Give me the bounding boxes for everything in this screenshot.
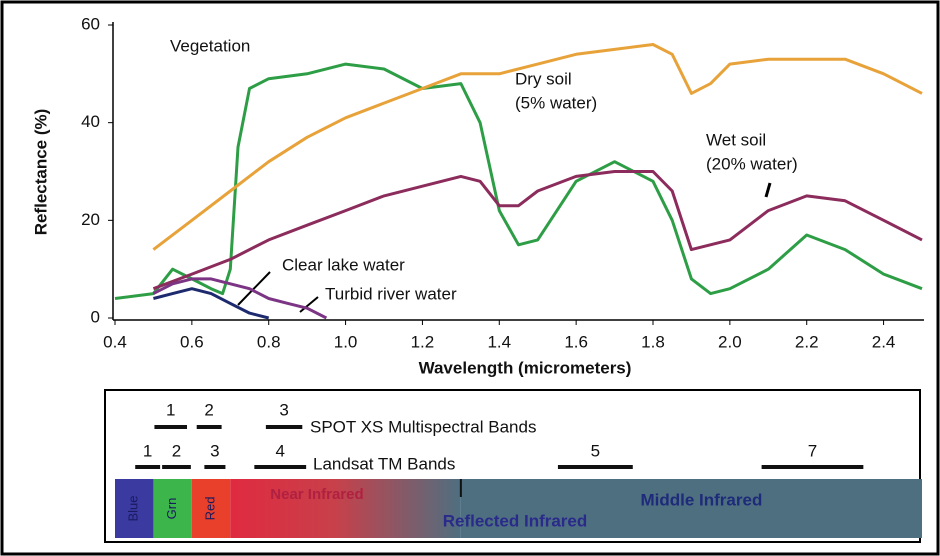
region-label: Blue [126, 495, 141, 521]
region-label: Middle Infrared [640, 490, 762, 509]
band-set-name: Landsat TM Bands [313, 454, 455, 473]
x-tick-label: 2.4 [872, 332, 896, 351]
region [230, 479, 461, 538]
y-tick-label: 0 [91, 307, 100, 326]
band-box [104, 389, 921, 543]
series-note: (20% water) [706, 154, 798, 173]
x-tick-label: 1.2 [411, 332, 435, 351]
series-label: Clear lake water [282, 255, 405, 274]
x-tick-label: 1.0 [334, 332, 358, 351]
band-label: 3 [279, 400, 288, 419]
series-label: Dry soil [515, 69, 572, 88]
y-tick-label: 60 [81, 14, 100, 33]
band-label: 3 [210, 441, 219, 460]
y-axis-title: Reflectance (%) [31, 109, 50, 236]
band-set-name: SPOT XS Multispectral Bands [310, 417, 536, 436]
band-label: 2 [172, 441, 181, 460]
series-line [152, 277, 328, 320]
region-label: Near Infrared [270, 486, 363, 503]
band-label: 1 [143, 441, 152, 460]
x-tick-label: 2.0 [718, 332, 742, 351]
series-note: (5% water) [515, 93, 597, 112]
leader [764, 182, 772, 198]
x-tick-label: 1.8 [641, 332, 665, 351]
region [153, 479, 192, 538]
region-label: Grn [164, 498, 179, 520]
region [460, 479, 922, 538]
series-line [152, 170, 923, 291]
region-label: Red [203, 497, 218, 521]
band-label: 5 [591, 441, 600, 460]
y-tick-label: 40 [81, 112, 100, 131]
x-tick-label: 0.4 [103, 332, 127, 351]
band-label: 1 [166, 400, 175, 419]
series-line [114, 62, 923, 300]
x-tick-label: 1.6 [564, 332, 588, 351]
series-label: Vegetation [170, 36, 250, 55]
x-tick-label: 0.8 [257, 332, 281, 351]
series-line [152, 43, 923, 251]
region [115, 479, 154, 538]
band-label: 4 [276, 441, 285, 460]
leader [237, 271, 271, 306]
x-axis-title: Wavelength (micrometers) [419, 358, 632, 377]
x-tick-label: 1.4 [487, 332, 511, 351]
x-tick-label: 0.6 [180, 332, 204, 351]
series-label: Turbid river water [325, 284, 457, 303]
series-label: Wet soil [706, 130, 766, 149]
band-label: 2 [204, 400, 213, 419]
band-label: 7 [808, 441, 817, 460]
y-tick-label: 20 [81, 210, 100, 229]
span-label: Reflected Infrared [443, 511, 588, 530]
series-line [153, 287, 270, 320]
leader [299, 296, 319, 313]
x-tick-label: 2.2 [795, 332, 819, 351]
region [191, 479, 231, 538]
